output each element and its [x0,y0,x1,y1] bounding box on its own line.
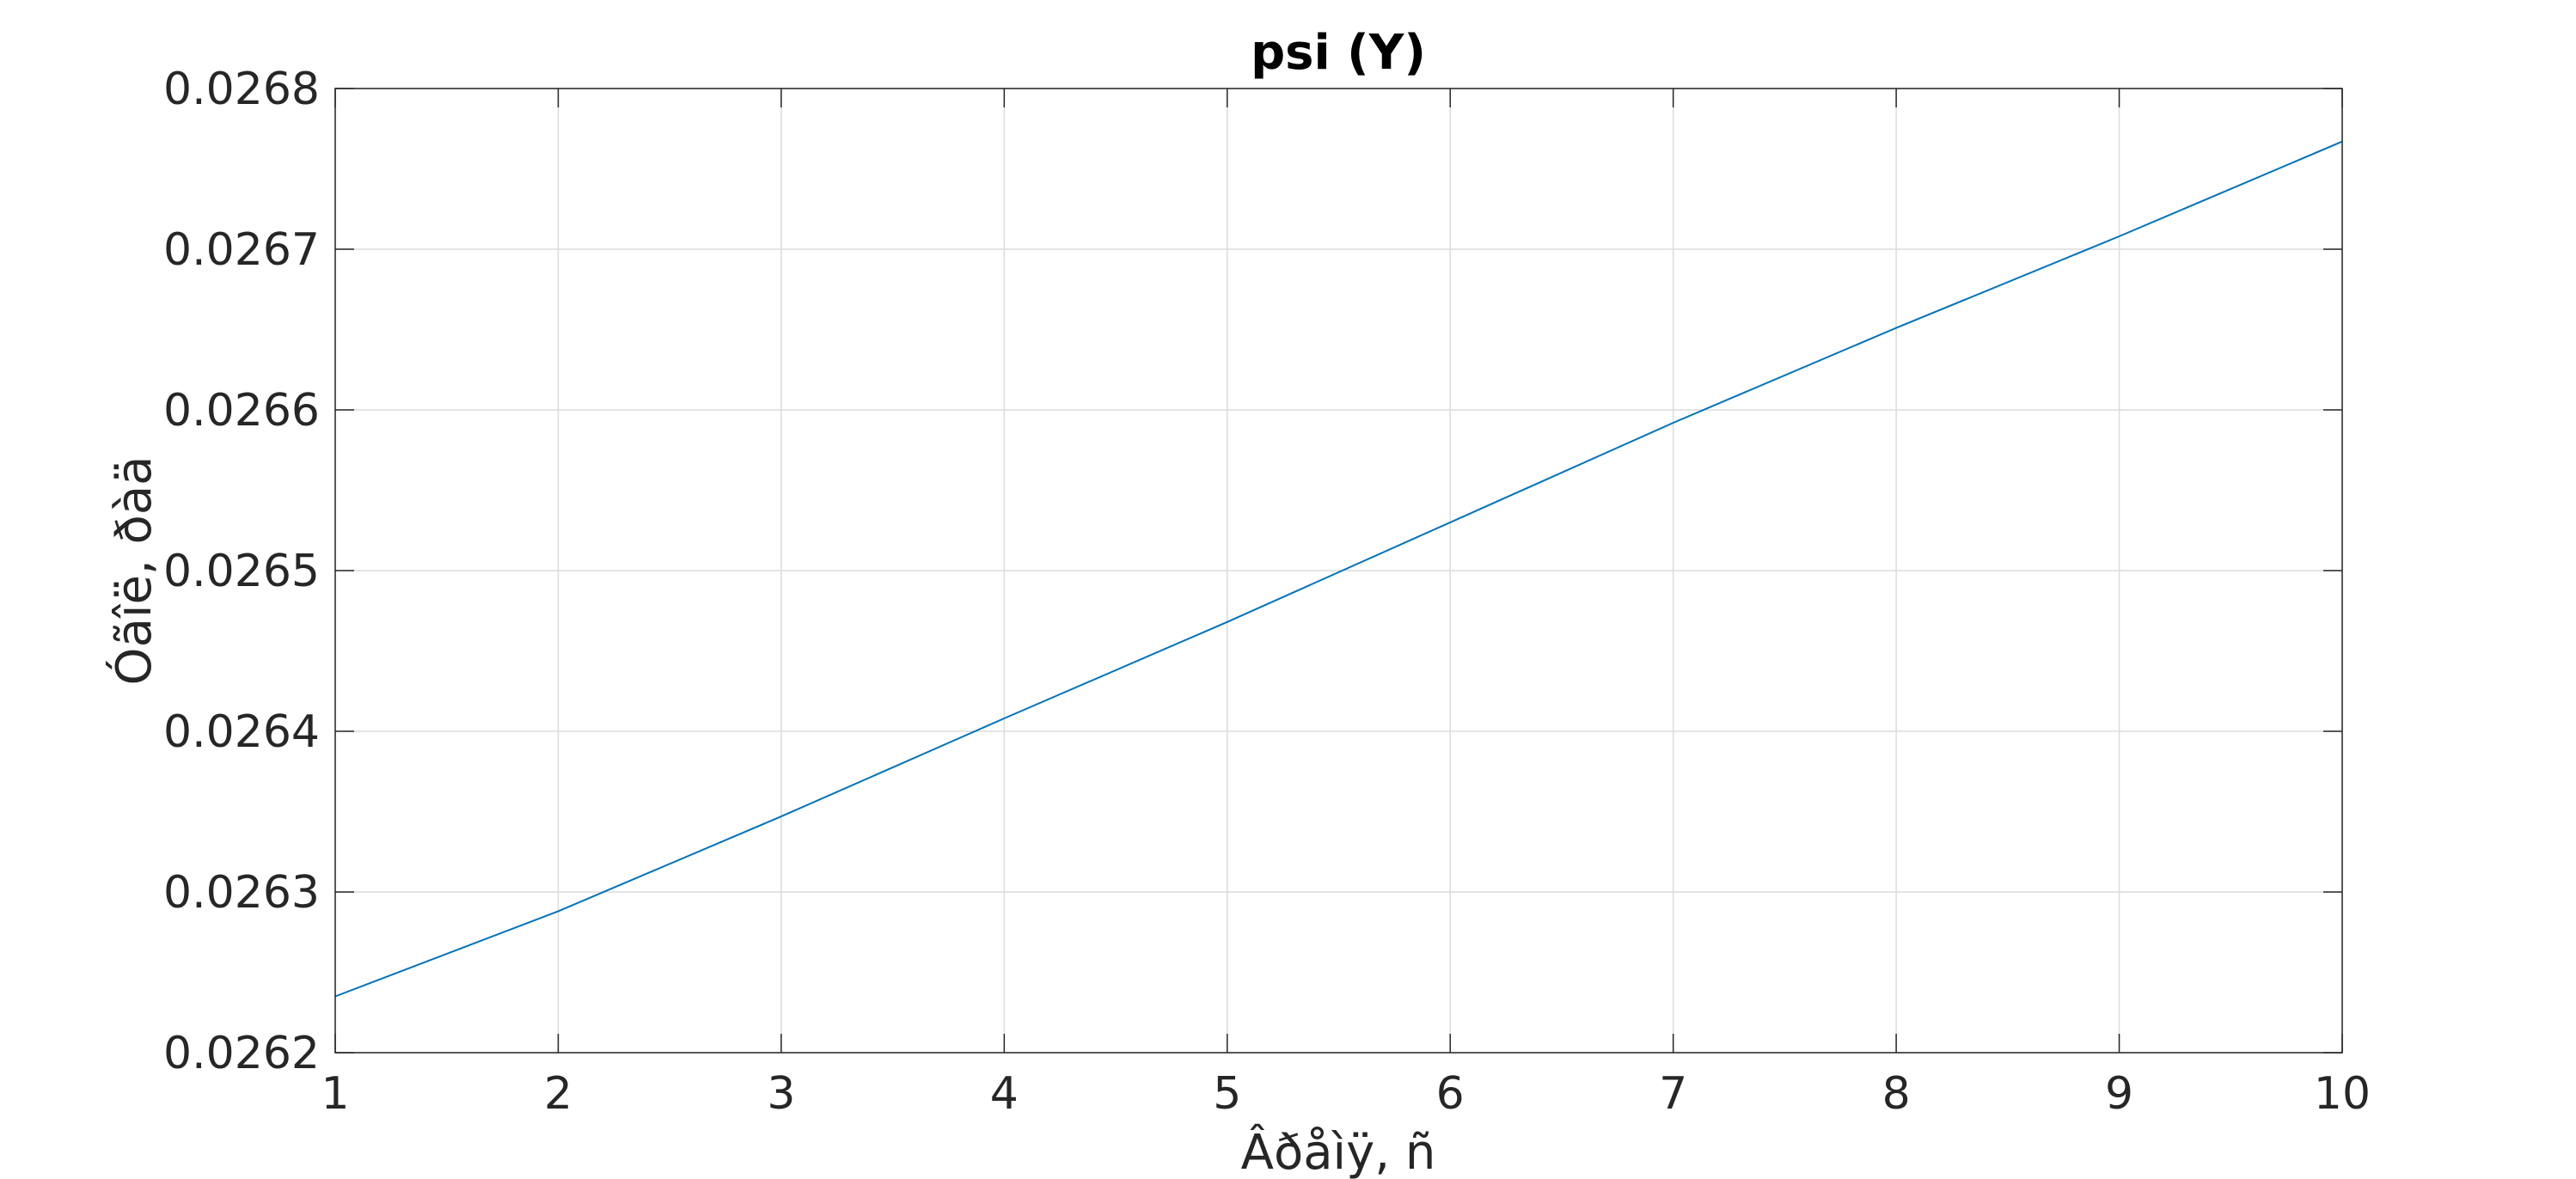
x-tick-label: 3 [767,1068,795,1120]
tick-marks [334,88,2343,1054]
x-tick-label: 7 [1659,1068,1687,1120]
series-layer [334,140,2343,998]
y-tick-label: 0.0267 [163,224,320,276]
y-tick-label: 0.0265 [163,546,320,597]
x-axis-title: Âðåìÿ, ñ [1241,1125,1436,1179]
x-tick-label: 6 [1436,1068,1465,1120]
y-tick-label: 0.0264 [163,706,320,758]
x-tick-label: 5 [1213,1068,1241,1120]
y-axis-tick-labels: 0.0262 0.0263 0.0264 0.0265 0.0266 0.0267 0.02… [163,64,320,1079]
x-tick-label: 8 [1882,1068,1911,1120]
y-tick-label: 0.0262 [163,1028,320,1079]
x-axis-tick-labels: 1 2 3 4 5 6 7 8 9 10 [321,1068,2371,1120]
x-tick-label: 4 [990,1068,1019,1120]
y-tick-label: 0.0263 [163,867,320,919]
y-tick-label: 0.0266 [163,385,320,437]
x-tick-label: 1 [321,1068,349,1120]
x-tick-label: 9 [2105,1068,2133,1120]
x-tick-label: 2 [544,1068,572,1120]
x-tick-label: 10 [2314,1068,2371,1120]
y-axis-title: Óãîë, ðàä [107,456,162,686]
y-tick-label: 0.0268 [163,64,320,115]
series-line-0 [334,140,2343,998]
chart-title: psi (Y) [1251,25,1426,81]
